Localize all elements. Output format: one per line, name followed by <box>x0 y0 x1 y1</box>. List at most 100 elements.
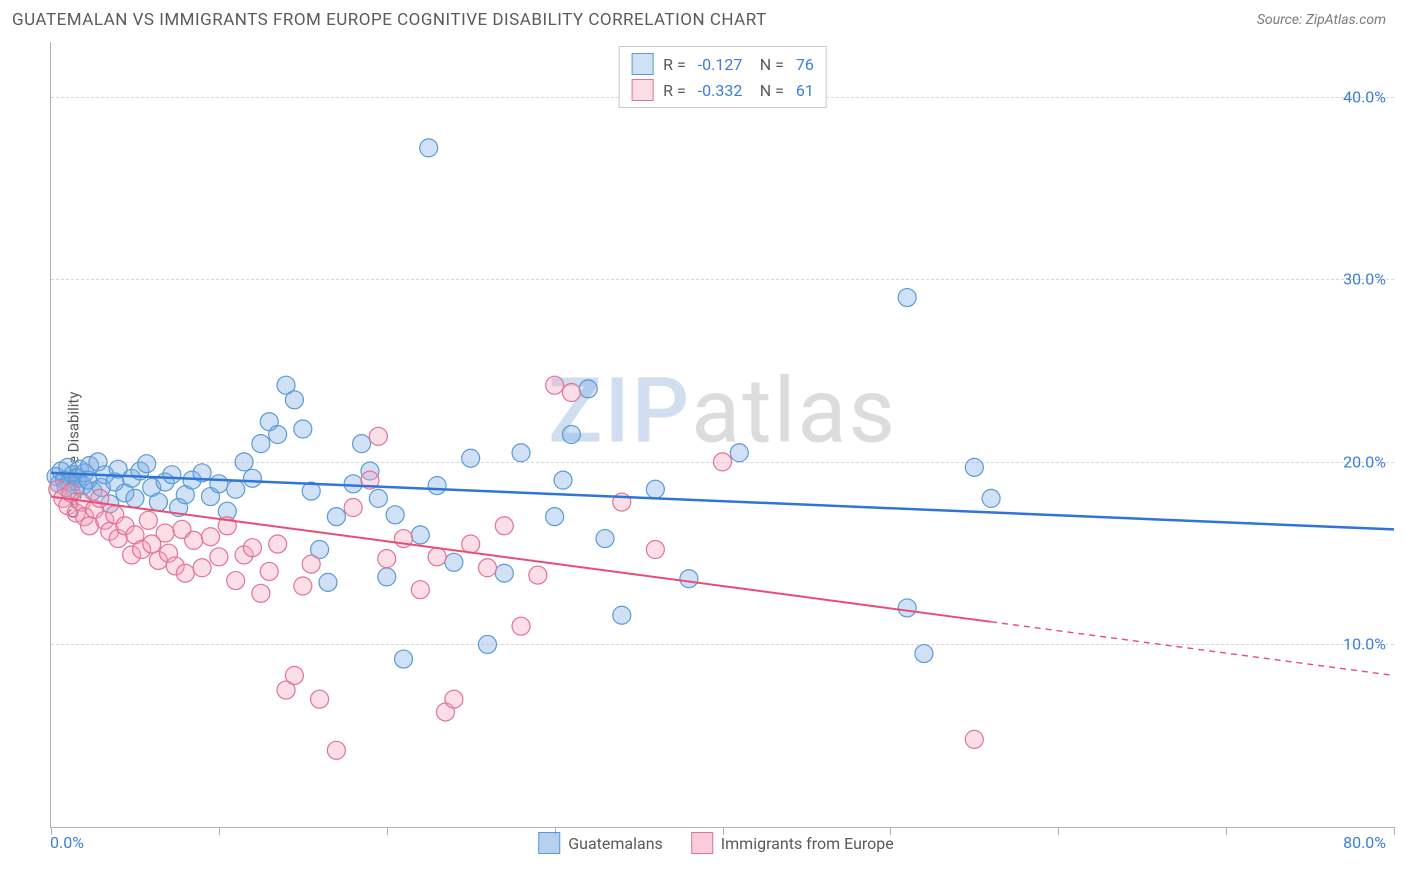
legend-row-series-1: R = -0.127 N = 76 <box>631 51 814 77</box>
scatter-point <box>369 427 387 445</box>
scatter-point <box>395 650 413 668</box>
chart-source: Source: ZipAtlas.com <box>1257 12 1386 28</box>
legend-swatch-1 <box>631 53 653 75</box>
scatter-point <box>512 444 530 462</box>
scatter-point <box>680 570 698 588</box>
scatter-point <box>139 511 157 529</box>
scatter-point <box>428 477 446 495</box>
scatter-point <box>285 666 303 684</box>
scatter-point <box>596 530 614 548</box>
scatter-point <box>495 564 513 582</box>
scatter-point <box>462 449 480 467</box>
scatter-point <box>269 535 287 553</box>
scatter-point <box>269 426 287 444</box>
scatter-point <box>730 444 748 462</box>
scatter-point <box>562 384 580 402</box>
scatter-point <box>420 139 438 157</box>
trend-line-dashed <box>991 622 1394 676</box>
scatter-point <box>965 458 983 476</box>
legend-item-2: Immigrants from Europe <box>691 832 894 854</box>
scatter-point <box>252 584 270 602</box>
x-tick <box>1226 827 1227 835</box>
scatter-point <box>554 471 572 489</box>
scatter-point <box>156 524 174 542</box>
scatter-point <box>512 617 530 635</box>
scatter-point <box>478 559 496 577</box>
scatter-point <box>369 489 387 507</box>
scatter-point <box>193 559 211 577</box>
scatter-point <box>327 508 345 526</box>
legend-swatch-2 <box>631 79 653 101</box>
plot-area: ZIPatlas 10.0%20.0%30.0%40.0% R = -0.127… <box>50 42 1394 828</box>
scatter-point <box>546 508 564 526</box>
scatter-point <box>294 420 312 438</box>
chart-title: GUATEMALAN VS IMMIGRANTS FROM EUROPE COG… <box>12 10 767 30</box>
scatter-point <box>579 380 597 398</box>
scatter-point <box>252 435 270 453</box>
scatter-svg <box>51 42 1394 827</box>
scatter-point <box>646 541 664 559</box>
scatter-point <box>149 493 167 511</box>
legend-series: Guatemalans Immigrants from Europe <box>538 832 894 854</box>
trend-line <box>51 497 991 622</box>
legend-row-series-2: R = -0.332 N = 61 <box>631 77 814 103</box>
legend-bottom-swatch-1 <box>538 832 560 854</box>
scatter-point <box>428 548 446 566</box>
legend-item-1: Guatemalans <box>538 832 663 854</box>
scatter-point <box>898 289 916 307</box>
x-tick <box>387 827 388 835</box>
scatter-point <box>185 531 203 549</box>
scatter-point <box>285 391 303 409</box>
scatter-point <box>201 528 219 546</box>
scatter-point <box>898 599 916 617</box>
scatter-point <box>613 606 631 624</box>
x-tick-label-min: 0.0% <box>50 833 84 852</box>
scatter-point <box>302 555 320 573</box>
scatter-point <box>210 548 228 566</box>
scatter-point <box>386 506 404 524</box>
legend-bottom-swatch-2 <box>691 832 713 854</box>
scatter-point <box>378 550 396 568</box>
scatter-point <box>478 635 496 653</box>
scatter-point <box>982 489 1000 507</box>
scatter-point <box>243 469 261 487</box>
scatter-point <box>176 564 194 582</box>
chart-header: GUATEMALAN VS IMMIGRANTS FROM EUROPE COG… <box>0 0 1406 36</box>
scatter-point <box>235 453 253 471</box>
x-tick-label-max: 80.0% <box>1343 833 1386 852</box>
scatter-point <box>126 489 144 507</box>
scatter-point <box>138 455 156 473</box>
scatter-point <box>319 573 337 591</box>
scatter-point <box>227 572 245 590</box>
scatter-point <box>227 480 245 498</box>
chart-container: Cognitive Disability ZIPatlas 10.0%20.0%… <box>38 42 1394 868</box>
scatter-point <box>294 577 312 595</box>
scatter-point <box>562 426 580 444</box>
scatter-point <box>163 466 181 484</box>
scatter-point <box>260 562 278 580</box>
scatter-point <box>529 566 547 584</box>
scatter-point <box>344 499 362 517</box>
x-tick <box>1394 827 1395 835</box>
scatter-point <box>311 690 329 708</box>
scatter-point <box>378 568 396 586</box>
x-tick <box>1058 827 1059 835</box>
scatter-point <box>495 517 513 535</box>
trend-line <box>51 473 1394 530</box>
scatter-point <box>327 741 345 759</box>
scatter-point <box>462 535 480 553</box>
scatter-point <box>915 645 933 663</box>
scatter-point <box>411 526 429 544</box>
x-tick <box>219 827 220 835</box>
scatter-point <box>411 581 429 599</box>
scatter-point <box>714 453 732 471</box>
scatter-point <box>965 730 983 748</box>
scatter-point <box>353 435 371 453</box>
scatter-point <box>445 690 463 708</box>
scatter-point <box>646 480 664 498</box>
scatter-point <box>243 539 261 557</box>
scatter-point <box>445 553 463 571</box>
scatter-point <box>546 376 564 394</box>
legend-correlation-box: R = -0.127 N = 76 R = -0.332 N = 61 <box>618 46 827 108</box>
scatter-point <box>344 475 362 493</box>
